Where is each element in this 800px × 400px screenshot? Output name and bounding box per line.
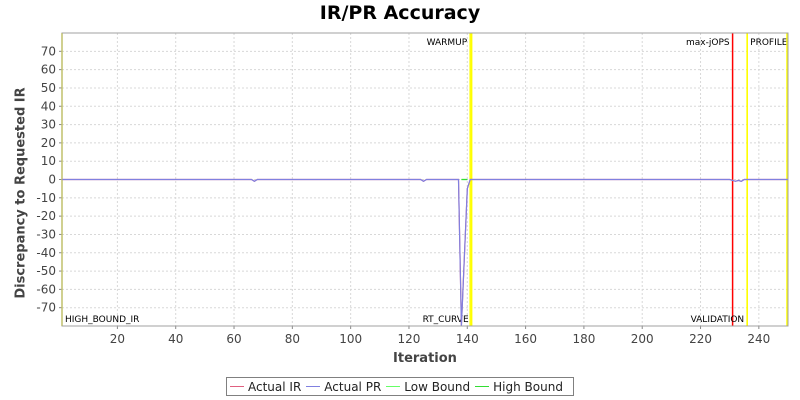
legend-swatch-actual-pr bbox=[306, 386, 321, 387]
y-tick-label: 20 bbox=[41, 136, 56, 150]
x-tick-label: 120 bbox=[398, 332, 421, 346]
y-tick-label: -30 bbox=[36, 227, 56, 241]
legend-label-low-bound: Low Bound bbox=[404, 379, 471, 394]
y-tick-label: -20 bbox=[36, 209, 56, 223]
x-tick-label: 100 bbox=[339, 332, 362, 346]
series-line-actual-pr bbox=[62, 178, 788, 327]
x-tick-label: 180 bbox=[572, 332, 595, 346]
legend-swatch-high-bound bbox=[475, 386, 490, 387]
legend-label-actual-ir: Actual IR bbox=[248, 379, 302, 394]
x-tick-label: 80 bbox=[285, 332, 300, 346]
y-tick-label: 10 bbox=[41, 154, 56, 168]
legend: Actual IR Actual PR Low Bound High Bound bbox=[226, 377, 574, 396]
legend-swatch-actual-ir bbox=[230, 386, 244, 387]
y-tick-label: 30 bbox=[41, 118, 56, 132]
y-tick-label: -70 bbox=[36, 301, 56, 315]
y-tick-label: 60 bbox=[41, 63, 56, 77]
y-tick-label: -60 bbox=[36, 282, 56, 296]
x-tick-label: 160 bbox=[514, 332, 537, 346]
marker-label-validation: VALIDATION bbox=[691, 315, 745, 325]
plot-border bbox=[61, 32, 789, 327]
marker-label-warmup: WARMUP bbox=[427, 38, 468, 48]
x-tick-label: 200 bbox=[631, 332, 654, 346]
marker-label-profile: PROFILE bbox=[750, 38, 788, 48]
marker-label-high-bound-ir: HIGH_BOUND_IR bbox=[65, 315, 139, 325]
x-tick-label: 40 bbox=[168, 332, 183, 346]
marker-label-max-jops: max-jOPS bbox=[686, 38, 730, 48]
y-tick-label: 50 bbox=[41, 81, 56, 95]
legend-item-actual-pr: Actual PR bbox=[306, 380, 381, 394]
legend-item-actual-ir: Actual IR bbox=[230, 380, 301, 394]
y-tick-label: 70 bbox=[41, 44, 56, 58]
x-tick-label: 240 bbox=[747, 332, 770, 346]
y-tick-label: -50 bbox=[36, 264, 56, 278]
y-tick-label: 40 bbox=[41, 99, 56, 113]
x-tick-label: 20 bbox=[110, 332, 125, 346]
x-axis-label: Iteration bbox=[393, 351, 457, 366]
x-tick-label: 220 bbox=[689, 332, 712, 346]
x-tick-label: 140 bbox=[456, 332, 479, 346]
legend-label-actual-pr: Actual PR bbox=[324, 379, 382, 394]
legend-item-high-bound: High Bound bbox=[475, 380, 563, 394]
marker-label-rt-curve: RT_CURVE bbox=[423, 315, 469, 325]
y-tick-label: -10 bbox=[36, 191, 56, 205]
chart-title: IR/PR Accuracy bbox=[319, 2, 481, 24]
y-tick-label: -40 bbox=[36, 246, 56, 260]
x-tick-label: 60 bbox=[226, 332, 241, 346]
legend-label-high-bound: High Bound bbox=[493, 379, 563, 394]
legend-item-low-bound: Low Bound bbox=[386, 380, 470, 394]
y-tick-label: 0 bbox=[48, 173, 56, 187]
legend-swatch-low-bound bbox=[386, 386, 401, 387]
